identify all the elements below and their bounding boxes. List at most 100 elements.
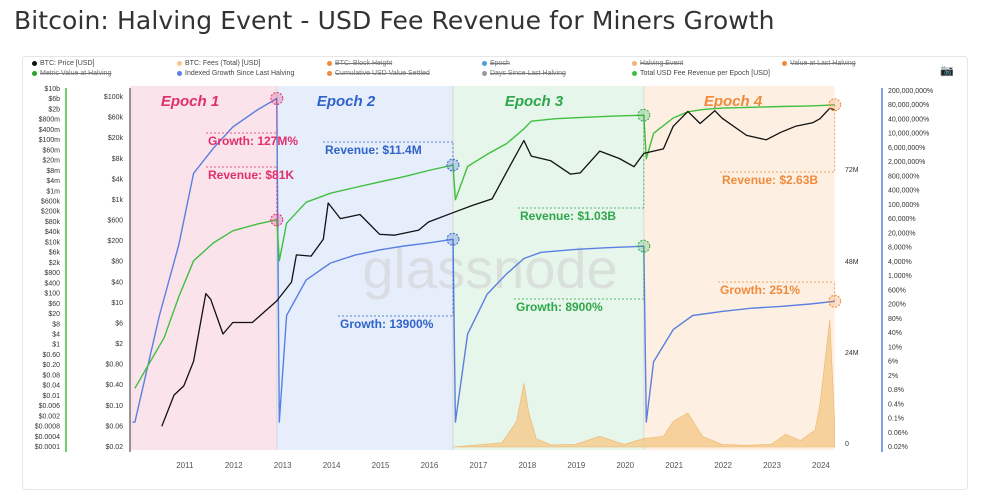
annotation-label: Revenue: $11.4M — [325, 143, 422, 157]
price-tick-label: $0.40 — [105, 382, 123, 389]
x-tick-label: 2019 — [567, 461, 585, 470]
epoch-band — [276, 86, 453, 450]
growth-tick-label: 2% — [888, 373, 898, 380]
price-tick-label: $60k — [108, 115, 124, 122]
legend-swatch — [482, 61, 487, 66]
annotation-label: Revenue: $1.03B — [520, 209, 616, 223]
revenue-tick-label: $800 — [44, 270, 60, 277]
legend-item[interactable]: Epoch — [482, 60, 510, 67]
revenue-tick-label: $8m — [46, 168, 60, 175]
revenue-tick-label: $100 — [44, 291, 60, 298]
watermark: glassnode — [362, 237, 617, 300]
revenue-tick-label: $4 — [52, 331, 60, 338]
growth-tick-label: 6,000,000% — [888, 145, 925, 152]
legend-swatch — [632, 71, 637, 76]
legend-item[interactable]: Halving Event — [632, 60, 683, 67]
series-line — [161, 107, 835, 427]
revenue-tick-label: $0.08 — [42, 372, 60, 379]
revenue-tick-label: $0.01 — [42, 393, 60, 400]
growth-tick-label: 0.4% — [888, 401, 904, 408]
revenue-tick-label: $0.0004 — [35, 434, 60, 441]
annotation-label: Growth: 127M% — [208, 134, 298, 148]
growth-tick-label: 400,000% — [888, 188, 920, 195]
legend-swatch — [632, 61, 637, 66]
fees-tick-label: 0 — [845, 441, 849, 448]
legend-label: BTC: Price [USD] — [40, 60, 95, 67]
x-tick-label: 2014 — [323, 461, 341, 470]
x-tick-label: 2020 — [616, 461, 634, 470]
growth-tick-label: 40% — [888, 330, 902, 337]
annotation-label: Growth: 13900% — [340, 317, 434, 331]
legend-item[interactable]: BTC: Fees (Total) [USD] — [177, 60, 260, 67]
legend-label: Total USD Fee Revenue per Epoch [USD] — [640, 70, 770, 77]
growth-tick-label: 6% — [888, 359, 898, 366]
epoch-band — [452, 86, 644, 450]
revenue-tick-label: $20m — [42, 158, 60, 165]
growth-tick-label: 40,000,000% — [888, 116, 929, 123]
growth-tick-label: 200% — [888, 302, 906, 309]
annotation-marker — [270, 213, 284, 227]
legend-item[interactable]: Total USD Fee Revenue per Epoch [USD] — [632, 70, 770, 77]
legend-swatch — [482, 71, 487, 76]
fees-tick-label: 24M — [845, 350, 859, 357]
series-line — [132, 97, 835, 423]
growth-tick-label: 600% — [888, 287, 906, 294]
price-tick-label: $4k — [112, 176, 124, 183]
legend-item[interactable]: Days Since Last Halving — [482, 70, 566, 77]
legend-label: Days Since Last Halving — [490, 70, 566, 77]
annotation-label: Growth: 8900% — [516, 300, 603, 314]
price-tick-label: $200 — [107, 238, 123, 245]
growth-tick-label: 800,000% — [888, 173, 920, 180]
price-tick-label: $0.80 — [105, 362, 123, 369]
legend-item[interactable]: Cumulative USD Value Settled — [327, 70, 430, 77]
x-tick-label: 2021 — [665, 461, 683, 470]
legend-label: Epoch — [490, 60, 510, 67]
revenue-tick-label: $6b — [48, 96, 60, 103]
price-tick-label: $8k — [112, 156, 124, 163]
legend-item[interactable]: BTC: Price [USD] — [32, 60, 94, 67]
price-tick-label: $1k — [112, 197, 124, 204]
x-tick-label: 2011 — [176, 461, 194, 470]
annotation-marker — [270, 91, 284, 105]
price-tick-label: $100k — [104, 94, 124, 101]
legend-item[interactable]: Value at Last Halving — [782, 60, 856, 67]
price-tick-label: $20k — [108, 135, 124, 142]
x-tick-label: 2015 — [372, 461, 390, 470]
legend-swatch — [32, 61, 37, 66]
price-tick-label: $10 — [111, 300, 123, 307]
revenue-tick-label: $1m — [46, 188, 60, 195]
revenue-tick-label: $8 — [52, 321, 60, 328]
price-tick-label: $600 — [107, 218, 123, 225]
revenue-tick-label: $10b — [44, 86, 60, 93]
epoch-band — [643, 86, 835, 450]
revenue-tick-label: $400m — [39, 127, 61, 134]
legend-swatch — [782, 61, 787, 66]
epoch-band — [130, 86, 277, 450]
growth-tick-label: 100,000% — [888, 202, 920, 209]
growth-tick-label: 0.1% — [888, 416, 904, 423]
x-tick-label: 2016 — [421, 461, 439, 470]
annotation-marker — [637, 108, 651, 122]
legend-label: Cumulative USD Value Settled — [335, 70, 430, 77]
revenue-tick-label: $6k — [49, 250, 61, 257]
page-title: Bitcoin: Halving Event - USD Fee Revenue… — [14, 6, 775, 35]
growth-tick-label: 60,000% — [888, 216, 916, 223]
annotation-label: Revenue: $2.63B — [722, 173, 818, 187]
camera-icon[interactable]: 📷 — [940, 65, 954, 77]
revenue-tick-label: $10k — [45, 239, 61, 246]
revenue-tick-label: $20 — [48, 311, 60, 318]
revenue-tick-label: $200k — [41, 209, 61, 216]
annotation-label: Growth: 251% — [720, 283, 800, 297]
legend-label: Indexed Growth Since Last Halving — [185, 70, 295, 77]
legend-swatch — [327, 71, 332, 76]
series-line — [134, 104, 835, 389]
fees-tick-label: 72M — [845, 167, 859, 174]
legend-item[interactable]: Indexed Growth Since Last Halving — [177, 70, 294, 77]
growth-tick-label: 80,000,000% — [888, 102, 929, 109]
revenue-tick-label: $0.002 — [39, 413, 61, 420]
price-tick-label: $0.10 — [105, 403, 123, 410]
legend-item[interactable]: Metric Value at Halving — [32, 70, 111, 77]
legend-item[interactable]: BTC: Block Height — [327, 60, 392, 67]
growth-tick-label: 0.8% — [888, 387, 904, 394]
